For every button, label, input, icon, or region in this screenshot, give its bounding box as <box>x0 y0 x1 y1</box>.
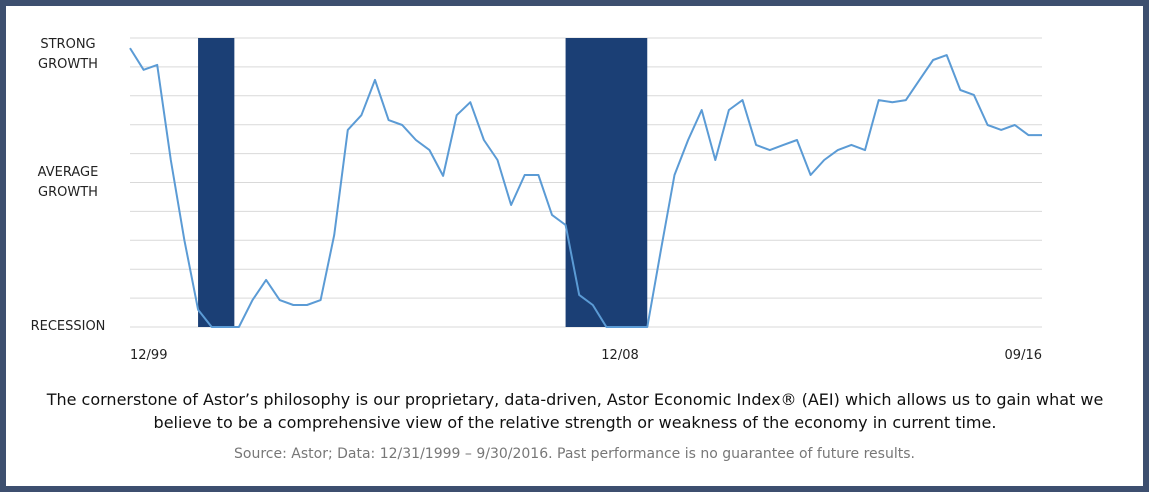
x-tick-label: 12/99 <box>130 348 168 363</box>
y-tick-label: AVERAGE GROWTH <box>37 164 99 200</box>
index-line <box>129 47 1042 328</box>
recession-band <box>198 38 235 327</box>
recession-band <box>565 38 648 327</box>
y-tick-label: STRONG GROWTH <box>38 37 98 73</box>
source: Source: Astor; Data: 12/31/1999 – 9/30/2… <box>234 446 915 462</box>
y-tick-label: RECESSION <box>30 319 106 334</box>
x-tick-label: 12/08 <box>601 348 639 363</box>
chart <box>129 37 1042 328</box>
x-tick-label: 09/16 <box>1004 348 1042 363</box>
caption: The cornerstone of Astor’s philosophy is… <box>46 390 1104 432</box>
